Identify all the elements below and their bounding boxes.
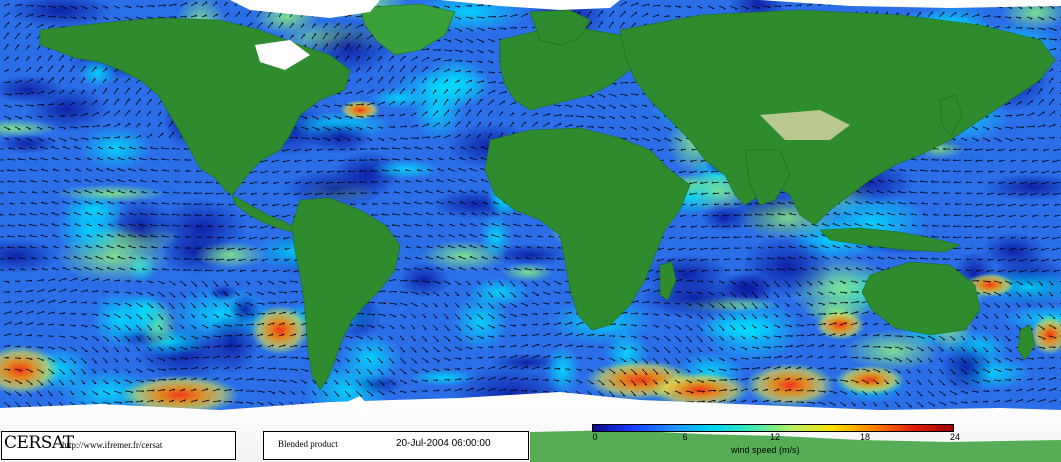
- wind-speed-patch: [844, 329, 941, 372]
- landmass-south-america: [291, 197, 401, 391]
- wind-speed-patch: [250, 305, 310, 355]
- colorbar-tick-label: 6: [682, 432, 688, 442]
- wind-speed-patch: [980, 231, 1046, 270]
- wind-speed-patch: [91, 290, 147, 349]
- wind-speed-patch: [452, 292, 510, 352]
- colorbar-tick-label: 0: [592, 432, 598, 442]
- source-info-box: [1, 431, 236, 460]
- wind-speed-patch: [1030, 315, 1061, 355]
- colorbar-tick-label: 24: [949, 432, 961, 442]
- wind-speed-patch: [835, 365, 905, 395]
- landmass-india: [744, 149, 791, 206]
- product-label: Blended product: [278, 439, 338, 449]
- wind-speed-patch: [939, 339, 993, 395]
- wind-speed-patch: [479, 214, 512, 260]
- wind-speed-patch: [283, 168, 387, 209]
- wind-speed-patch: [193, 241, 267, 269]
- landmass-japan: [939, 94, 963, 136]
- wind-speed-patch: [0, 75, 65, 104]
- wind-speed-patch: [0, 345, 60, 395]
- landmass-europe: [499, 27, 641, 111]
- wind-speed-patch: [397, 262, 451, 298]
- landmass-asia: [619, 9, 1056, 226]
- wind-speed-patch: [7, 0, 114, 29]
- wind-speed-patch: [204, 313, 260, 375]
- landmass-greenland: [359, 3, 456, 56]
- wind-speed-patch: [701, 203, 748, 232]
- wind-speed-patch: [339, 333, 402, 385]
- landmass-scandinavia: [529, 9, 591, 46]
- wind-speed-patch: [371, 159, 440, 180]
- wind-speed-patch: [501, 262, 554, 282]
- cersat-logo: CERSAT: [4, 433, 74, 453]
- antarctic-peninsula: [340, 396, 372, 410]
- wind-speed-patch: [208, 284, 239, 301]
- landmass-indonesia: [819, 227, 961, 253]
- wind-speed-patch: [745, 363, 835, 407]
- source-url[interactable]: http://www.ifremer.fr/cersat: [62, 440, 163, 450]
- wind-speed-patch: [0, 133, 58, 154]
- landmass-australia: [861, 261, 981, 336]
- colorbar-label: wind speed (m/s): [731, 445, 800, 455]
- tibet-plateau: [760, 110, 850, 140]
- wind-speed-patch: [639, 276, 749, 319]
- wind-speed-patch: [120, 375, 240, 415]
- landmass-africa: [484, 127, 691, 331]
- landmass-central-america: [231, 194, 296, 233]
- product-info-box: [263, 431, 529, 460]
- wind-speed-colorbar: [592, 424, 954, 432]
- wind-speed-patch: [411, 77, 465, 140]
- wind-speed-patch: [965, 273, 1015, 297]
- wind-speed-patch: [55, 202, 125, 256]
- colorbar-tick-label: 18: [859, 432, 871, 442]
- colorbar-tick-label: 12: [769, 432, 781, 442]
- landmass-madagascar: [659, 261, 677, 301]
- landmass-new-zealand: [1017, 324, 1036, 361]
- arctic-ice: [230, 0, 1061, 70]
- wind-speed-patch: [695, 314, 785, 342]
- timestamp: 20-Jul-2004 06:00:00: [396, 438, 491, 449]
- wind-speed-patch: [308, 120, 373, 155]
- wind-speed-patch: [545, 344, 580, 396]
- land-masses: [39, 3, 1056, 391]
- antarctic-relief: [530, 430, 1061, 462]
